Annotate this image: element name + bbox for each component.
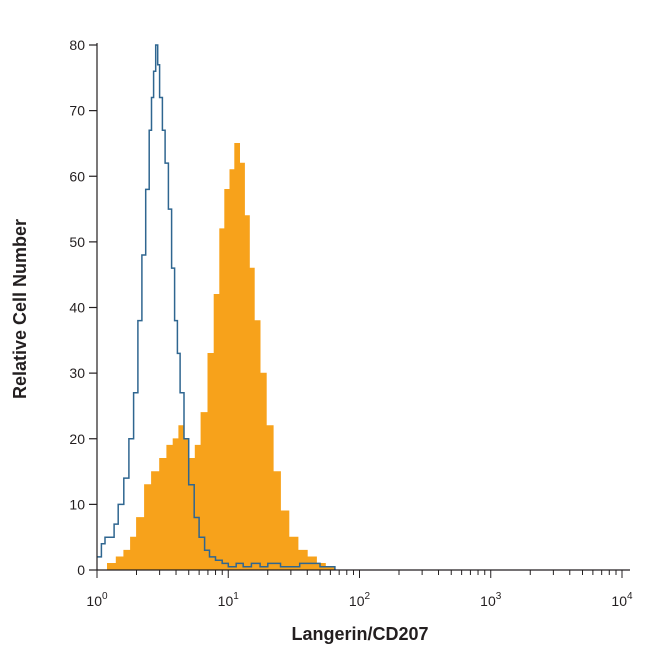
- y-tick-label: 0: [77, 562, 85, 578]
- y-tick-label: 30: [69, 365, 85, 381]
- x-tick-exponent: 4: [627, 591, 633, 602]
- axes: [96, 43, 630, 571]
- x-tick-base: 10: [349, 593, 365, 609]
- x-tick-base: 10: [480, 593, 496, 609]
- langerin-histogram-fill: [97, 143, 336, 571]
- x-tick-label: 100: [86, 591, 108, 609]
- x-tick-base: 10: [86, 593, 102, 609]
- isotype-control-outline: [97, 44, 336, 570]
- x-tick-exponent: 3: [496, 591, 502, 602]
- x-axis-label: Langerin/CD207: [291, 624, 428, 644]
- y-tick-label: 70: [69, 103, 85, 119]
- plot-series: [97, 44, 336, 571]
- x-tick-label: 102: [349, 591, 371, 609]
- x-tick-exponent: 2: [365, 591, 371, 602]
- y-tick-label: 80: [69, 37, 85, 53]
- x-tick-base: 10: [611, 593, 627, 609]
- y-axis-label: Relative Cell Number: [10, 219, 30, 399]
- x-tick-label: 101: [218, 591, 240, 609]
- y-tick-label: 20: [69, 431, 85, 447]
- x-tick-exponent: 1: [233, 591, 239, 602]
- y-tick-label: 40: [69, 300, 85, 316]
- x-tick-label: 104: [611, 591, 633, 609]
- x-tick-base: 10: [218, 593, 234, 609]
- y-tick-label: 50: [69, 234, 85, 250]
- y-tick-label: 60: [69, 168, 85, 184]
- x-tick-label: 103: [480, 591, 502, 609]
- y-tick-label: 10: [69, 496, 85, 512]
- x-tick-exponent: 0: [102, 591, 108, 602]
